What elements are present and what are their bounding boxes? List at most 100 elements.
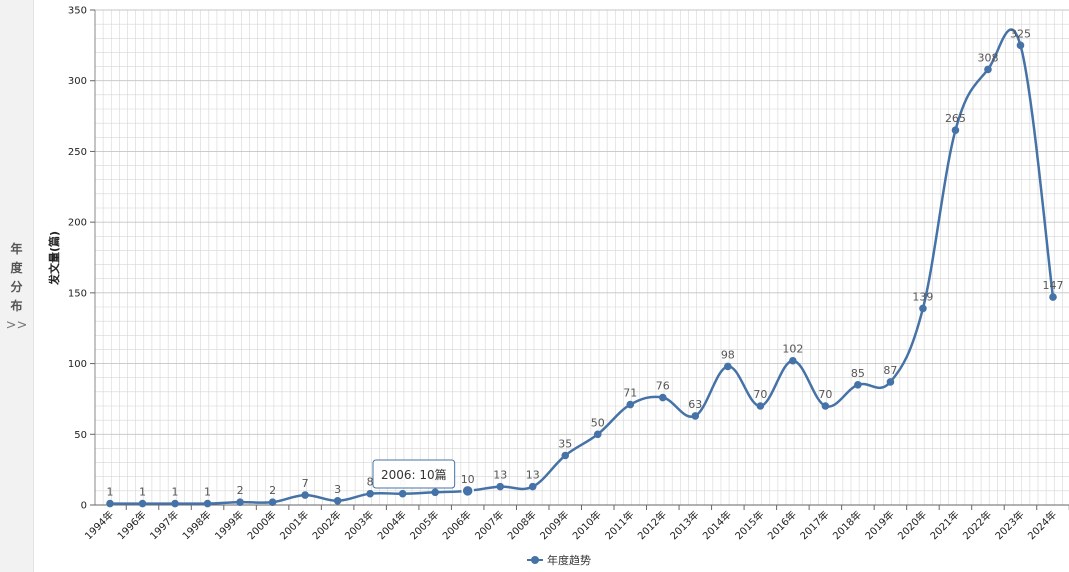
data-label: 13 — [493, 469, 507, 482]
x-tick-label: 2015年 — [732, 508, 766, 542]
x-tick-label: 2016年 — [765, 508, 799, 542]
data-label: 85 — [851, 367, 865, 380]
x-tick-label: 2012年 — [635, 508, 669, 542]
data-point — [301, 491, 309, 499]
y-tick-label: 200 — [68, 218, 87, 229]
x-tick-label: 2010年 — [570, 508, 604, 542]
data-point — [658, 393, 667, 402]
x-tick-label: 2003年 — [342, 508, 376, 542]
year-distribution-label-text: 年度分布 — [10, 241, 23, 313]
x-tick-label: 1997年 — [147, 508, 181, 542]
data-label: 70 — [753, 388, 767, 401]
data-label: 13 — [526, 469, 540, 482]
x-tick-label: 2005年 — [407, 508, 441, 542]
x-tick-label: 2024年 — [1025, 508, 1059, 542]
x-tick-label: 1999年 — [212, 508, 246, 542]
data-point — [171, 499, 179, 508]
x-tick-label: 2023年 — [992, 508, 1026, 542]
y-tick-label: 0 — [81, 501, 87, 512]
data-label: 87 — [883, 364, 897, 377]
x-tick-label: 2014年 — [700, 508, 734, 542]
data-label: 308 — [977, 51, 998, 64]
data-label: 1 — [172, 486, 179, 499]
data-label: 265 — [945, 112, 966, 125]
data-label: 35 — [558, 438, 572, 451]
data-point — [106, 499, 114, 508]
x-tick-label: 2020年 — [895, 508, 929, 542]
x-tick-label: 2004年 — [375, 508, 409, 542]
x-tick-label: 2017年 — [797, 508, 831, 542]
tooltip-box — [372, 459, 456, 489]
year-distribution-label: 年度分布 — [11, 240, 23, 316]
x-tick-label: 1998年 — [179, 508, 213, 542]
series-line — [110, 28, 1055, 505]
data-point — [268, 498, 277, 506]
y-tick-label: 350 — [68, 6, 87, 17]
x-tick-label: 2011年 — [602, 508, 636, 542]
x-tick-label: 2019年 — [862, 508, 896, 542]
data-point — [984, 65, 992, 74]
x-tick-label: 2007年 — [472, 508, 506, 542]
data-point — [431, 488, 439, 497]
data-point — [691, 412, 700, 420]
data-label: 71 — [623, 387, 637, 400]
data-point — [561, 451, 570, 460]
year-distribution-tab[interactable]: 年度分布 >> — [0, 0, 34, 572]
data-point — [398, 489, 407, 498]
data-label: 63 — [688, 398, 702, 411]
double-chevron-right-icon: >> — [5, 317, 28, 333]
data-point — [1049, 293, 1057, 301]
y-tick-label: 300 — [68, 76, 87, 87]
x-tick-label: 2008年 — [505, 508, 539, 542]
series-points — [106, 41, 1057, 508]
data-point — [626, 400, 635, 409]
data-label: 147 — [1043, 279, 1064, 292]
data-label: 8 — [367, 476, 374, 489]
data-labels: 1111227388910131335507176639870102708587… — [107, 27, 1064, 498]
x-tick-label: 2001年 — [277, 508, 311, 542]
y-tick-label: 150 — [68, 288, 87, 299]
data-point — [333, 496, 342, 505]
data-label: 3 — [334, 483, 341, 496]
tooltip: 2006: 10篇 — [372, 459, 456, 489]
data-label: 98 — [721, 348, 735, 361]
x-tick-label: 1994年 — [82, 508, 116, 542]
legend[interactable]: 年度趋势 — [527, 553, 591, 567]
legend-dot-icon — [531, 556, 539, 564]
data-point — [821, 402, 830, 410]
data-label: 10 — [461, 473, 475, 486]
data-label: 325 — [1010, 27, 1031, 40]
x-tick-label: 2021年 — [927, 508, 961, 542]
data-label: 1 — [204, 486, 211, 499]
x-tick-label: 2009年 — [537, 508, 571, 542]
x-tick-label: 2013年 — [667, 508, 701, 542]
data-point — [789, 356, 797, 365]
data-point — [919, 304, 927, 313]
x-tick-label: 2000年 — [244, 508, 278, 542]
data-point — [724, 362, 732, 371]
legend-label: 年度趋势 — [547, 553, 591, 567]
data-label: 2 — [237, 484, 244, 497]
x-tick-label: 1996年 — [114, 508, 148, 542]
y-tick-label: 250 — [68, 147, 87, 158]
data-point — [203, 499, 212, 508]
data-point — [756, 402, 765, 410]
data-label: 1 — [107, 486, 114, 499]
chart-grid — [94, 9, 1069, 506]
data-point — [854, 380, 862, 389]
y-axis-ticks: 0 50 100 150 200 250 300 350 — [68, 6, 95, 512]
data-label: 1 — [139, 486, 146, 499]
data-label: 139 — [912, 290, 933, 303]
y-axis-title: 发文量(篇) — [47, 231, 61, 286]
data-label: 7 — [302, 477, 309, 490]
data-label: 70 — [818, 388, 832, 401]
data-point — [366, 489, 374, 498]
data-point — [886, 378, 895, 386]
data-point — [528, 482, 537, 491]
data-point — [461, 484, 474, 498]
data-label: 102 — [782, 343, 803, 356]
x-tick-label: 2006年 — [440, 508, 474, 542]
data-point — [496, 482, 505, 491]
data-label: 2 — [269, 484, 276, 497]
